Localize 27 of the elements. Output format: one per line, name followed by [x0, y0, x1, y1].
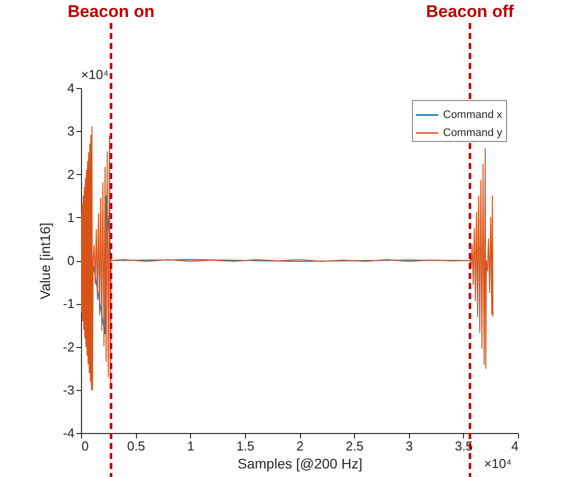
y-tick-label: -3 [62, 382, 74, 398]
y-tick-label: -2 [62, 339, 74, 354]
y-tick-label: 2 [67, 166, 74, 182]
y-tick-label: 0 [67, 253, 74, 268]
x-tick-label: 2 [296, 438, 304, 454]
ref-line-label: Beacon off [426, 2, 514, 21]
x-tick-label: 1.5 [236, 438, 254, 454]
line-series [81, 126, 494, 390]
x-axis-title: Samples [@200 Hz] [238, 456, 362, 472]
x-tick-label: 3 [406, 438, 413, 454]
y-tick-label: 3 [67, 124, 74, 139]
legend-label: Command y [443, 127, 503, 139]
x-tick-label: 4 [511, 438, 518, 454]
y-tick-label: -1 [62, 296, 74, 312]
x-tick-label: 0.5 [127, 438, 146, 454]
y-tick-label: 4 [67, 80, 74, 96]
y-tick-label: -4 [62, 426, 74, 440]
x-tick-label: 1 [187, 438, 194, 454]
legend-label: Command x [443, 109, 503, 121]
x-tick-label: 0 [82, 438, 89, 454]
x-tick-label: 2.5 [346, 438, 364, 454]
text: ×10⁴ [81, 67, 109, 82]
ref-line-label: Beacon on [68, 2, 154, 21]
y-axis-title: Value [int16] [36, 222, 53, 300]
x-tick-label: 3.5 [454, 438, 473, 454]
text: ×10⁴ [484, 456, 512, 471]
y-tick-label: 1 [67, 210, 74, 225]
